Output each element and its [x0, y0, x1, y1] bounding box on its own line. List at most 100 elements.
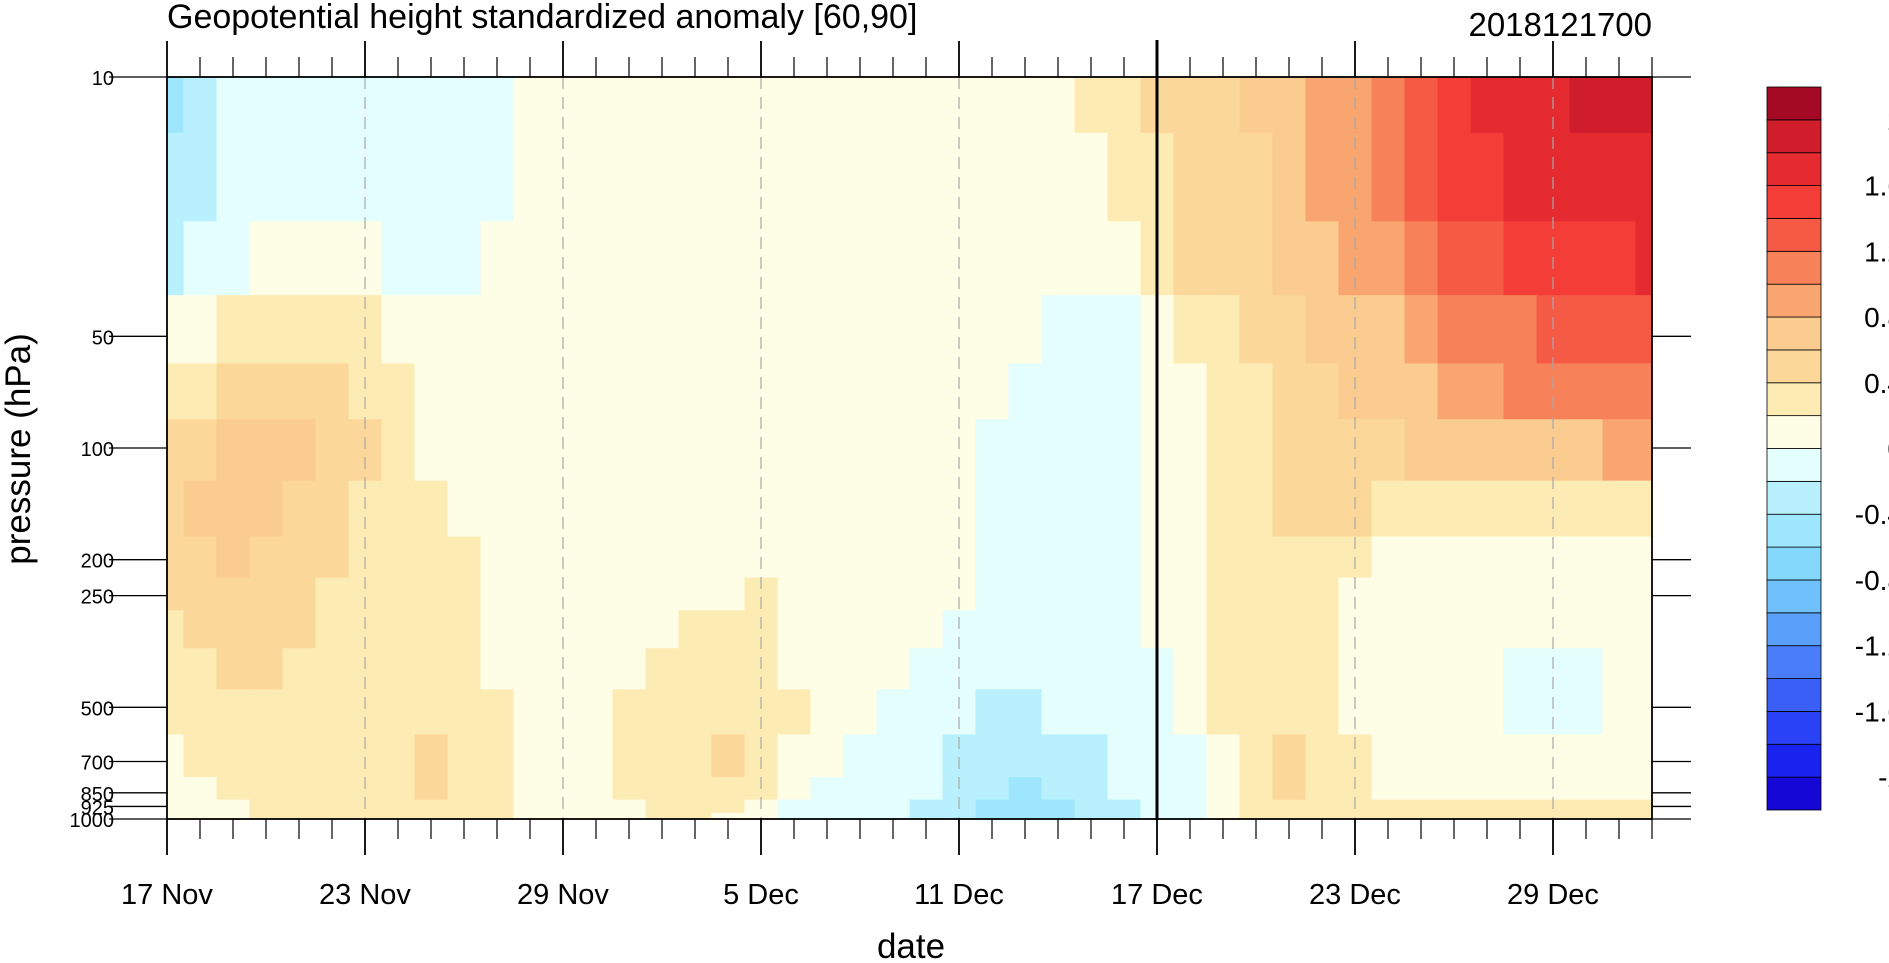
- heatmap-cell: [167, 734, 185, 778]
- heatmap-cell: [678, 734, 713, 778]
- heatmap-cell: [1470, 480, 1505, 538]
- heatmap-cell: [447, 363, 482, 420]
- heatmap-cell: [1371, 577, 1406, 611]
- heatmap-cell: [645, 689, 680, 736]
- heatmap-cell: [480, 689, 515, 736]
- heatmap-cell: [315, 419, 350, 482]
- heatmap-cell: [249, 132, 284, 222]
- heatmap-cell: [1404, 363, 1439, 420]
- heatmap-cell: [315, 77, 350, 134]
- heatmap-cell: [579, 812, 614, 819]
- heatmap-cell: [1404, 610, 1439, 649]
- heatmap-cell: [612, 536, 647, 579]
- heatmap-cell: [1371, 777, 1406, 801]
- heatmap-cell: [645, 577, 680, 611]
- heatmap-cell: [810, 689, 845, 736]
- heatmap-cell: [777, 648, 812, 690]
- heatmap-cell: [678, 648, 713, 690]
- heatmap-cell: [1041, 77, 1076, 134]
- heatmap-cell: [579, 295, 614, 365]
- heatmap-cell: [1635, 734, 1652, 778]
- heatmap-cell: [1239, 536, 1274, 579]
- heatmap-cell: [1173, 536, 1208, 579]
- heatmap-cell: [909, 295, 944, 365]
- heatmap-cell: [711, 689, 746, 736]
- heatmap-cell: [282, 419, 317, 482]
- colorbar-swatch: [1766, 612, 1822, 647]
- heatmap-cell: [1041, 610, 1076, 649]
- heatmap-cell: [975, 221, 1010, 296]
- heatmap-cell: [1404, 221, 1439, 296]
- heatmap-cell: [810, 419, 845, 482]
- heatmap-cell: [1173, 419, 1208, 482]
- heatmap-cell: [1569, 221, 1604, 296]
- heatmap-cell: [612, 295, 647, 365]
- heatmap-cell: [645, 610, 680, 649]
- colorbar-label: 1.6: [1864, 171, 1889, 202]
- heatmap-cell: [414, 221, 449, 296]
- heatmap-cell: [167, 577, 185, 611]
- heatmap-cell: [1041, 536, 1076, 579]
- heatmap-cell: [315, 777, 350, 801]
- heatmap-cell: [1338, 363, 1373, 420]
- heatmap-cell: [909, 577, 944, 611]
- heatmap-cell: [167, 132, 185, 222]
- heatmap-cell: [447, 812, 482, 819]
- heatmap-cell: [1371, 221, 1406, 296]
- heatmap-cell: [1173, 132, 1208, 222]
- heatmap-cell: [282, 799, 317, 814]
- heatmap-cell: [167, 480, 185, 538]
- heatmap-cell: [381, 577, 416, 611]
- heatmap-cell: [447, 799, 482, 814]
- heatmap-cell: [810, 77, 845, 134]
- heatmap-cell: [1437, 689, 1472, 736]
- heatmap-cell: [1470, 536, 1505, 579]
- heatmap-cell: [1635, 799, 1652, 814]
- heatmap-cell: [1008, 689, 1043, 736]
- heatmap-cell: [810, 295, 845, 365]
- heatmap-cell: [249, 648, 284, 690]
- heatmap-cell: [777, 221, 812, 296]
- heatmap-cell: [1371, 77, 1406, 134]
- heatmap-cell: [447, 536, 482, 579]
- colorbar-swatch: [1766, 480, 1822, 515]
- heatmap-cell: [1404, 77, 1439, 134]
- heatmap-cell: [579, 221, 614, 296]
- heatmap-cell: [645, 648, 680, 690]
- heatmap-cell: [579, 363, 614, 420]
- heatmap-cell: [1305, 689, 1340, 736]
- heatmap-cell: [167, 648, 185, 690]
- heatmap-cell: [1305, 480, 1340, 538]
- heatmap-cell: [1173, 777, 1208, 801]
- heatmap-cell: [975, 419, 1010, 482]
- heatmap-cell: [513, 777, 548, 801]
- heatmap-cell: [1602, 577, 1637, 611]
- heatmap-cell: [1503, 132, 1538, 222]
- heatmap-cell: [843, 295, 878, 365]
- heatmap-cell: [216, 536, 251, 579]
- heatmap-cell: [1206, 132, 1241, 222]
- heatmap-cell: [909, 536, 944, 579]
- heatmap-cell: [1041, 419, 1076, 482]
- heatmap-cell: [1569, 577, 1604, 611]
- heatmap-cell: [1008, 132, 1043, 222]
- heatmap-cell: [1074, 419, 1109, 482]
- heatmap-cell: [1008, 221, 1043, 296]
- heatmap-cell: [1503, 221, 1538, 296]
- heatmap-cell: [1074, 295, 1109, 365]
- heatmap-cell: [249, 610, 284, 649]
- heatmap-cell: [249, 295, 284, 365]
- heatmap-cell: [1239, 610, 1274, 649]
- heatmap-cell: [447, 295, 482, 365]
- heatmap-cell: [612, 610, 647, 649]
- heatmap-cell: [1206, 221, 1241, 296]
- colorbar-swatch: [1766, 415, 1822, 449]
- heatmap-cell: [1008, 648, 1043, 690]
- heatmap-cell: [1437, 799, 1472, 814]
- heatmap-cell: [876, 480, 911, 538]
- heatmap-cell: [1107, 689, 1142, 736]
- heatmap-cell: [777, 777, 812, 801]
- heatmap-cell: [282, 536, 317, 579]
- heatmap-cell: [1008, 536, 1043, 579]
- heatmap-cell: [513, 734, 548, 778]
